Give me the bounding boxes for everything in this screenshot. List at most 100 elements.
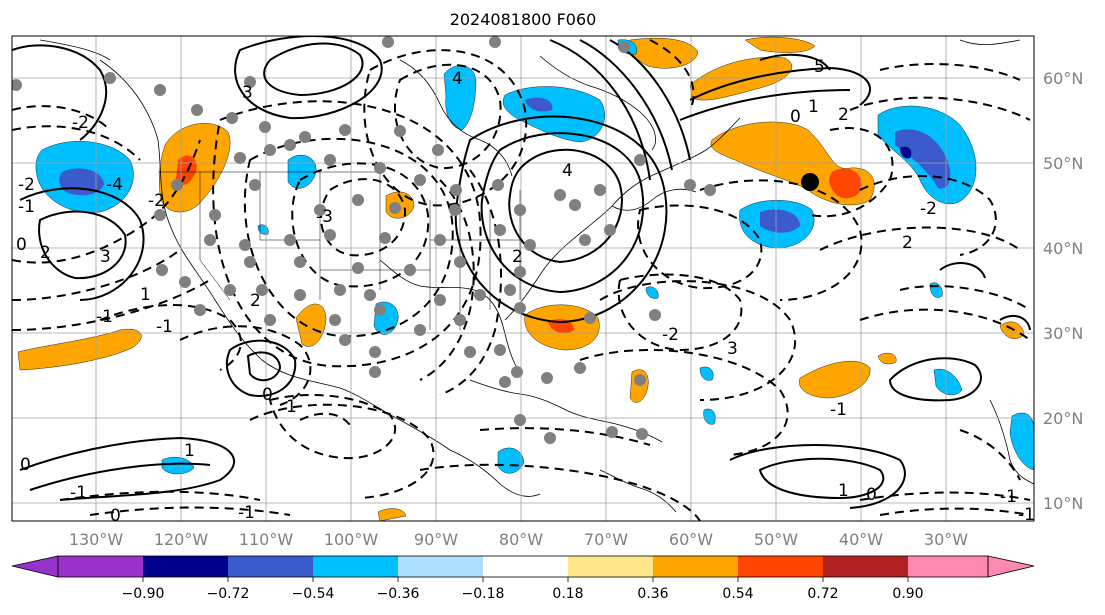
colorbar-ticks xyxy=(142,577,909,582)
contour-label: 0 xyxy=(20,455,31,475)
state-borders xyxy=(158,171,521,330)
contour-label: 3 xyxy=(242,83,253,103)
colorbar-high-extend xyxy=(987,555,1035,578)
lat-label: 30°N xyxy=(1043,324,1083,343)
shade-negative-strong xyxy=(760,209,800,233)
contour-label: -1 xyxy=(1018,505,1035,525)
colorbar-bin xyxy=(483,556,568,577)
contour-label: -2 xyxy=(148,191,165,211)
shade-positive-strong xyxy=(548,319,574,334)
shade-negative xyxy=(497,447,525,474)
contour-label: 1 xyxy=(838,481,849,501)
colorbar-bin xyxy=(228,556,313,577)
contour-label: -1 xyxy=(96,307,113,327)
contour-labels: 4 5 0 1 2 3 -2 -1 0 2 -2 -4 -2 3 4 2 -3 … xyxy=(16,57,1035,526)
lon-label: 120°W xyxy=(154,530,209,549)
contour-label: 1 xyxy=(808,97,819,117)
colorbar-frame xyxy=(57,555,989,578)
contours-negative xyxy=(12,39,1031,521)
contour-label: 0 xyxy=(16,235,27,255)
lon-label: 60°W xyxy=(669,530,713,549)
colorbar-tick-label: −0.72 xyxy=(207,586,250,602)
colorbar-bin xyxy=(823,556,908,577)
shade-negative-strong xyxy=(525,97,553,112)
contour-label: 4 xyxy=(562,161,573,181)
colorbar-bin xyxy=(653,556,738,577)
shade-positive xyxy=(377,508,407,521)
contour-label: 5 xyxy=(814,57,825,77)
contour-label: -1 xyxy=(156,317,173,337)
coastlines xyxy=(39,39,1034,513)
contour-label: -1 xyxy=(1000,487,1017,507)
map-title: 2024081800 F060 xyxy=(449,10,597,29)
contour-label: 1 xyxy=(286,397,297,417)
lon-label: 30°W xyxy=(924,530,968,549)
shade-negative xyxy=(161,457,195,475)
colorbar-tick-label: −0.54 xyxy=(292,586,335,602)
contour-label: -2 xyxy=(662,325,679,345)
contour-label: -2 xyxy=(18,175,35,195)
shade-positive xyxy=(744,36,816,53)
shade-negative-strongest xyxy=(900,146,912,159)
contour-label: 3 xyxy=(100,247,111,267)
contour-label: 2 xyxy=(512,247,523,267)
shade-positive xyxy=(877,352,897,365)
colorbar-bin xyxy=(568,556,653,577)
contour-label: -1 xyxy=(70,483,87,503)
colorbar-tick-label: −0.90 xyxy=(122,586,165,602)
colorbar-bin xyxy=(398,556,483,577)
colorbar-tick-label: 0.90 xyxy=(892,586,923,602)
shade-negative xyxy=(645,286,659,299)
contour-label: 2 xyxy=(838,105,849,125)
contour-label: 0 xyxy=(790,107,801,127)
contour-label: 3 xyxy=(727,339,738,359)
lon-label: 90°W xyxy=(414,530,458,549)
shade-negative xyxy=(699,366,714,381)
lat-label: 50°N xyxy=(1043,154,1083,173)
colorbar-low-extend xyxy=(11,555,59,578)
shaded-anomalies xyxy=(17,36,1034,521)
colorbar: −0.90 −0.72 −0.54 −0.36 −0.18 0.18 0.36 … xyxy=(11,555,1035,602)
station-dots xyxy=(12,36,716,444)
colorbar-tick-label: 0.72 xyxy=(807,586,838,602)
contour-label: 2 xyxy=(902,233,913,253)
contour-label: -1 xyxy=(18,197,35,217)
lon-label: 130°W xyxy=(69,530,124,549)
lat-label: 40°N xyxy=(1043,239,1083,258)
contour-label: 1 xyxy=(184,441,195,461)
contour-label: 0 xyxy=(262,385,273,405)
shade-negative xyxy=(703,408,716,425)
contour-label: -4 xyxy=(106,175,123,195)
lat-label: 20°N xyxy=(1043,409,1083,428)
colorbar-bin xyxy=(143,556,228,577)
shade-negative xyxy=(933,368,963,396)
latitude-labels: 60°N 50°N 40°N 30°N 20°N 10°N xyxy=(1043,69,1083,513)
contour-label: 1 xyxy=(140,285,151,305)
storm-center-marker xyxy=(801,173,819,191)
colorbar-tick-labels: −0.90 −0.72 −0.54 −0.36 −0.18 0.18 0.36 … xyxy=(122,586,924,602)
lon-label: 50°W xyxy=(754,530,798,549)
map-frame xyxy=(11,35,1035,522)
graticule xyxy=(12,36,1034,521)
contour-label: -3 xyxy=(316,207,333,227)
contour-label: 0 xyxy=(866,485,877,505)
contour-label: -1 xyxy=(830,400,847,420)
colorbar-bin xyxy=(58,556,143,577)
shade-negative-strong xyxy=(895,129,951,189)
shade-positive xyxy=(295,303,327,347)
lon-label: 40°W xyxy=(839,530,883,549)
lon-label: 70°W xyxy=(584,530,628,549)
contour-label: 0 xyxy=(110,506,121,526)
shade-positive xyxy=(999,321,1025,339)
contour-label: -2 xyxy=(920,199,937,219)
colorbar-tick-label: −0.18 xyxy=(462,586,505,602)
contour-label: 2 xyxy=(250,291,261,311)
shade-positive xyxy=(17,328,142,371)
colorbar-tick-label: 0.54 xyxy=(722,586,753,602)
lon-label: 100°W xyxy=(324,530,379,549)
lon-label: 110°W xyxy=(239,530,294,549)
colorbar-bin xyxy=(313,556,398,577)
contour-label: 2 xyxy=(40,243,51,263)
lon-label: 80°W xyxy=(499,530,543,549)
